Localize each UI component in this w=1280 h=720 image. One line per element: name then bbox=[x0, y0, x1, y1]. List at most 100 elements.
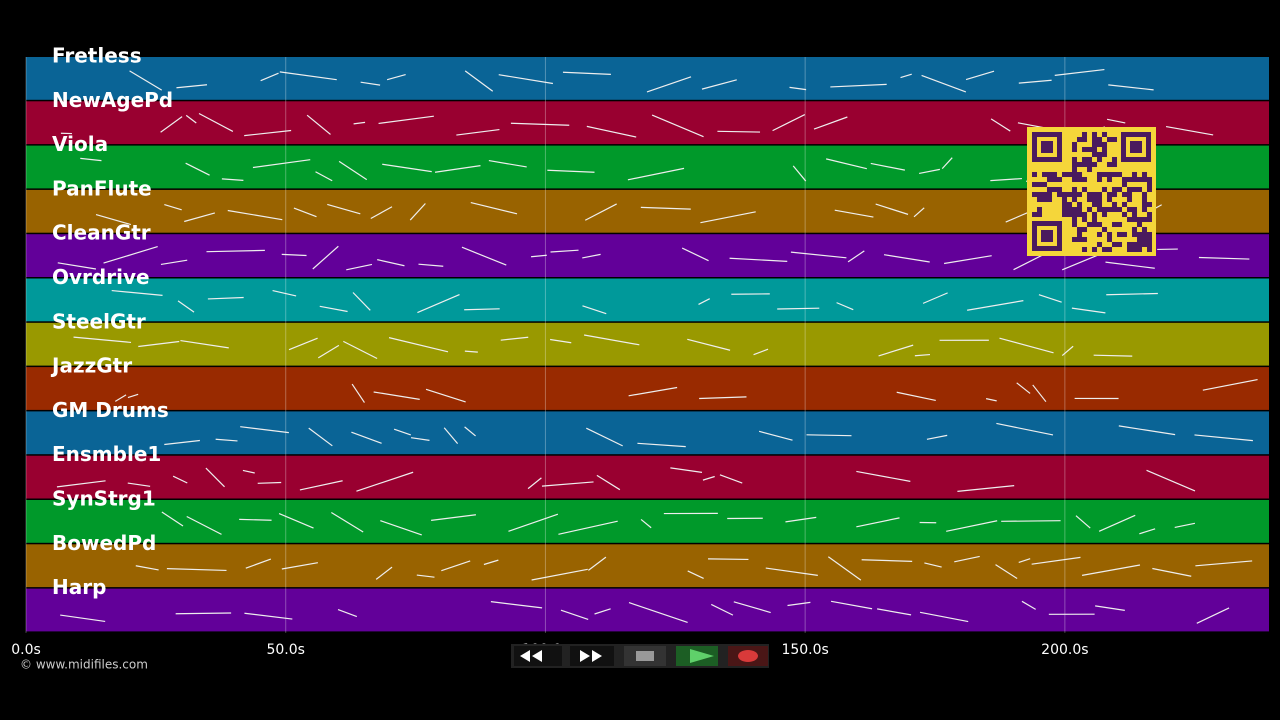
note bbox=[587, 556, 607, 571]
qr-module bbox=[1102, 172, 1107, 177]
qr-module bbox=[1087, 167, 1092, 172]
note bbox=[425, 388, 466, 403]
note bbox=[558, 520, 618, 535]
qr-module bbox=[1142, 177, 1147, 182]
note bbox=[464, 308, 500, 311]
note bbox=[417, 293, 460, 314]
qr-module bbox=[1122, 177, 1127, 182]
note bbox=[1198, 256, 1250, 260]
note bbox=[708, 558, 749, 561]
track-name: JazzGtr bbox=[50, 354, 132, 378]
note bbox=[965, 70, 995, 81]
qr-module bbox=[1132, 242, 1137, 247]
note bbox=[207, 296, 244, 300]
note bbox=[789, 86, 807, 91]
note bbox=[1061, 345, 1074, 356]
track-name: PanFlute bbox=[52, 176, 152, 200]
qr-module bbox=[1107, 172, 1112, 177]
note bbox=[180, 339, 229, 349]
note bbox=[687, 338, 731, 351]
qr-module bbox=[1142, 232, 1147, 237]
qr-module bbox=[1097, 172, 1102, 177]
qr-module bbox=[1107, 237, 1112, 242]
qr-module bbox=[1032, 172, 1037, 177]
qr-module bbox=[1102, 142, 1107, 147]
track-lane bbox=[26, 411, 1269, 455]
note bbox=[772, 114, 806, 132]
qr-module bbox=[1077, 177, 1082, 182]
time-tick-label: 50.0s bbox=[266, 642, 304, 658]
qr-module bbox=[1102, 152, 1107, 157]
qr-module bbox=[1122, 182, 1127, 187]
track-name: Ensmble1 bbox=[52, 442, 161, 466]
qr-module bbox=[1082, 187, 1087, 192]
qr-module bbox=[1032, 212, 1037, 217]
note bbox=[1098, 514, 1136, 532]
note bbox=[1071, 307, 1106, 314]
qr-module bbox=[1107, 177, 1112, 182]
note bbox=[1106, 292, 1158, 296]
qr-module bbox=[1067, 207, 1072, 212]
qr-module bbox=[1092, 142, 1097, 147]
note bbox=[627, 167, 685, 181]
qr-module bbox=[1047, 187, 1052, 192]
track-name: SteelGtr bbox=[52, 309, 146, 333]
note bbox=[114, 394, 127, 402]
note bbox=[699, 396, 747, 400]
note bbox=[1106, 118, 1126, 124]
qr-module bbox=[1072, 207, 1077, 212]
note bbox=[926, 434, 948, 440]
note bbox=[847, 250, 865, 263]
qr-module bbox=[1042, 192, 1047, 197]
qr-module bbox=[1042, 182, 1047, 187]
qr-module bbox=[1142, 242, 1147, 247]
qr-module bbox=[1097, 192, 1102, 197]
qr-module bbox=[1062, 197, 1067, 202]
note bbox=[777, 307, 820, 310]
note bbox=[456, 128, 500, 136]
qr-module bbox=[1132, 217, 1137, 222]
note bbox=[418, 263, 444, 267]
note bbox=[1146, 469, 1196, 492]
note bbox=[562, 71, 611, 75]
note bbox=[56, 480, 106, 488]
qr-module bbox=[1117, 242, 1122, 247]
note bbox=[996, 422, 1054, 436]
note bbox=[700, 211, 756, 224]
note bbox=[628, 386, 678, 397]
qr-module bbox=[1117, 172, 1122, 177]
note bbox=[312, 245, 339, 270]
note bbox=[527, 477, 542, 490]
qr-module bbox=[1082, 162, 1087, 167]
qr-module bbox=[1092, 217, 1097, 222]
qr-module bbox=[1137, 187, 1142, 192]
note bbox=[541, 481, 594, 487]
note bbox=[582, 253, 601, 259]
note bbox=[922, 292, 948, 304]
note bbox=[547, 169, 595, 173]
note bbox=[57, 262, 97, 270]
qr-module bbox=[1097, 157, 1102, 162]
qr-module bbox=[1082, 227, 1087, 232]
qr-module bbox=[1147, 247, 1152, 252]
note bbox=[758, 430, 793, 441]
note bbox=[244, 612, 293, 620]
qr-module bbox=[1082, 247, 1087, 252]
note bbox=[272, 289, 297, 297]
note bbox=[227, 209, 283, 221]
note bbox=[281, 562, 318, 570]
note bbox=[111, 289, 163, 296]
qr-module bbox=[1137, 222, 1142, 227]
qr-finder bbox=[1130, 141, 1142, 153]
note bbox=[386, 74, 406, 81]
note bbox=[319, 305, 348, 313]
qr-module bbox=[1117, 222, 1122, 227]
qr-module bbox=[1112, 207, 1117, 212]
copyright: © www.midifiles.com bbox=[20, 658, 148, 672]
note bbox=[943, 255, 992, 265]
qr-module bbox=[1107, 207, 1112, 212]
qr-module bbox=[1077, 212, 1082, 217]
qr-module bbox=[1137, 247, 1142, 252]
note bbox=[293, 207, 317, 218]
